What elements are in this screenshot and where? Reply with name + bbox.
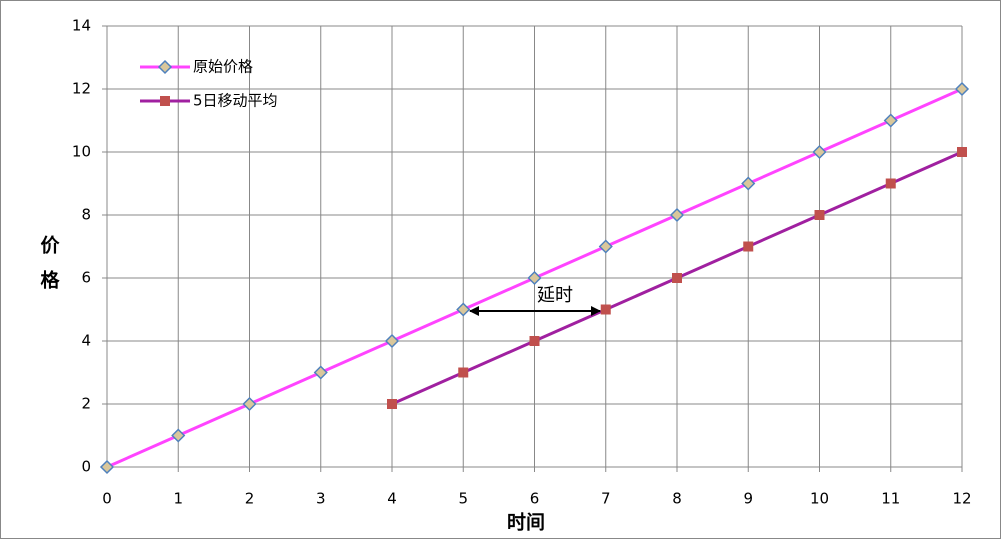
marker	[954, 81, 970, 97]
marker	[171, 428, 186, 443]
marker	[387, 399, 397, 409]
x-tick-label: 9	[743, 490, 753, 508]
y-axis-label: 价	[40, 235, 60, 257]
annotation: 延时	[537, 285, 573, 306]
x-tick-label: 5	[458, 490, 468, 508]
marker	[313, 365, 328, 380]
marker	[669, 207, 685, 223]
legend-label: 5日移动平均	[193, 92, 278, 110]
marker	[743, 241, 754, 252]
x-tick-label: 12	[952, 490, 971, 508]
marker	[458, 367, 469, 378]
marker	[384, 333, 400, 349]
x-axis-label: 时间	[507, 512, 545, 534]
marker	[598, 239, 613, 254]
marker	[529, 336, 540, 346]
marker	[456, 302, 471, 317]
marker	[242, 396, 257, 412]
x-tick-label: 1	[173, 490, 183, 508]
x-tick-label: 10	[810, 490, 829, 508]
marker	[600, 304, 611, 315]
marker	[741, 176, 756, 191]
marker	[672, 273, 682, 283]
x-tick-label: 8	[672, 490, 682, 508]
x-tick-label: 6	[530, 490, 540, 508]
legend-label: 原始价格	[193, 58, 253, 76]
y-axis-label: 格	[40, 269, 60, 292]
x-tick-label: 11	[881, 490, 900, 508]
x-tick-label: 4	[387, 490, 397, 508]
marker	[99, 459, 115, 475]
marker	[160, 96, 170, 106]
y-tick-label: 4	[81, 332, 91, 350]
y-tick-label: 0	[81, 458, 91, 476]
marker	[885, 178, 896, 189]
x-tick-label: 2	[245, 490, 255, 508]
marker	[157, 59, 173, 75]
x-tick-label: 3	[316, 490, 326, 508]
x-tick-label: 7	[601, 490, 611, 508]
y-tick-label: 12	[72, 80, 91, 98]
marker	[883, 113, 898, 128]
marker	[814, 210, 825, 220]
y-tick-label: 10	[72, 143, 91, 161]
y-tick-label: 14	[72, 17, 91, 35]
marker	[527, 270, 542, 286]
y-tick-label: 2	[81, 395, 91, 413]
marker	[957, 147, 967, 157]
y-tick-label: 8	[81, 206, 91, 224]
marker	[812, 144, 827, 160]
y-tick-label: 6	[81, 269, 91, 287]
x-tick-label: 0	[102, 490, 112, 508]
